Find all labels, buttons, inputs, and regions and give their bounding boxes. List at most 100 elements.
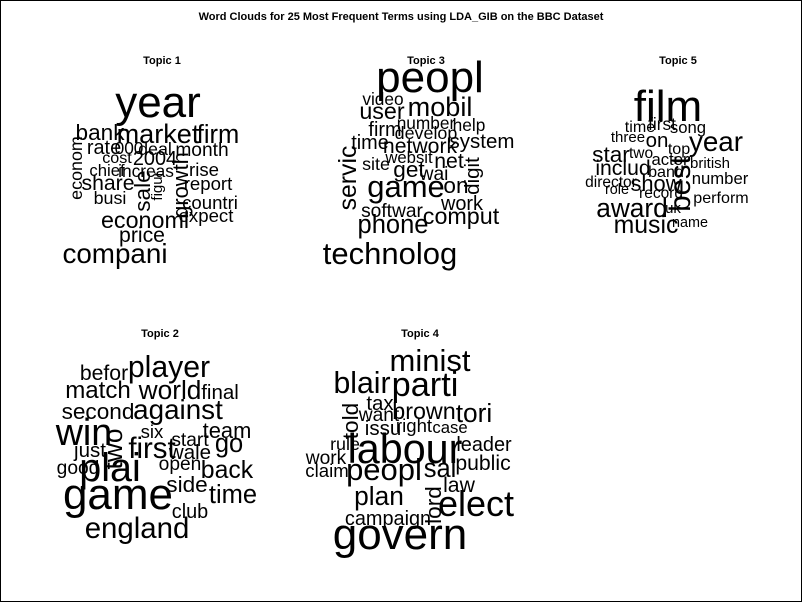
word-win: win xyxy=(55,411,113,453)
word-three: three xyxy=(611,129,645,146)
word-mobil: mobil xyxy=(408,91,473,122)
word-wai: wai xyxy=(419,164,449,185)
word-tax: tax xyxy=(366,392,394,415)
word-world: world xyxy=(138,375,202,405)
word-price: price xyxy=(119,224,165,247)
word-wale: wale xyxy=(168,441,211,464)
word-cost: cost xyxy=(102,149,132,167)
chart-title: Word Clouds for 25 Most Frequent Terms u… xyxy=(198,11,604,23)
topic-title: Topic 4 xyxy=(401,328,440,340)
word-match: match xyxy=(65,377,131,404)
word-000: 000 xyxy=(115,138,144,158)
word-rule: rule xyxy=(330,434,360,454)
word-lord: lord xyxy=(421,486,446,524)
word-phone: phone xyxy=(358,211,429,239)
word-against: against xyxy=(133,394,223,425)
word-best: best xyxy=(664,156,697,212)
word-firm: firm xyxy=(197,121,239,149)
word-go: go xyxy=(215,430,243,458)
word-sale: sale xyxy=(130,170,155,211)
word-econom: econom xyxy=(66,136,86,200)
word-plai: plai xyxy=(79,446,141,490)
word-expect: expect xyxy=(179,205,235,226)
word-deal: deal xyxy=(138,139,172,159)
word-develop: develop xyxy=(395,123,458,143)
word-market: market xyxy=(117,118,200,149)
word-peopl: peopl xyxy=(346,452,422,487)
topic-title: Topic 5 xyxy=(659,55,697,67)
word-first: first xyxy=(128,432,175,465)
word-campaign: campaign xyxy=(345,508,431,530)
word-govern: govern xyxy=(333,510,468,559)
word-leader: leader xyxy=(456,434,512,456)
word-peopl: peopl xyxy=(376,53,484,102)
word-actor: actor xyxy=(651,150,689,169)
word-law: law xyxy=(443,474,475,497)
word-second: second xyxy=(62,399,135,424)
word-name: name xyxy=(672,215,708,231)
word-growth: growth xyxy=(168,152,193,218)
word-bank: bank xyxy=(76,120,126,145)
word-year: year xyxy=(115,78,201,127)
word-share: share xyxy=(82,172,135,195)
word-just: just xyxy=(73,439,106,462)
word-month: month xyxy=(175,140,228,161)
word-chief: chief xyxy=(89,161,125,180)
topic-title: Topic 1 xyxy=(143,55,181,67)
word-on: on xyxy=(443,173,468,198)
word-plan: plan xyxy=(354,481,404,511)
word-club: club xyxy=(172,501,209,523)
word-on: on xyxy=(646,129,669,152)
word-rate: rate xyxy=(87,137,121,159)
word-two: two xyxy=(629,145,653,162)
word-rise: rise xyxy=(189,159,219,180)
word-public: public xyxy=(455,452,511,475)
word-2004: 2004 xyxy=(133,148,177,170)
word-year: year xyxy=(689,126,743,157)
word-befor: befor xyxy=(80,362,128,385)
word-websit: websit xyxy=(384,148,433,167)
word-work: work xyxy=(440,193,483,215)
word-help: help xyxy=(453,115,486,135)
word-time: time xyxy=(351,132,389,154)
word-work: work xyxy=(305,448,347,469)
word-tori: tori xyxy=(456,398,493,428)
word-star: star xyxy=(592,142,630,167)
word-music: music xyxy=(614,212,679,239)
word-get: get xyxy=(393,157,425,182)
word-role: role xyxy=(605,182,629,198)
word-issu: issu xyxy=(365,417,401,440)
word-claim: claim xyxy=(305,460,348,481)
word-first: first xyxy=(648,114,676,134)
word-show: show xyxy=(630,171,681,196)
word-told: told xyxy=(338,403,363,439)
word-sai: sai xyxy=(424,455,457,483)
word-servic: servic xyxy=(335,146,362,211)
word-start: start xyxy=(171,430,209,451)
word-want: want xyxy=(358,405,400,426)
word-number: number xyxy=(397,113,456,133)
word-game: game xyxy=(63,470,173,519)
word-team: team xyxy=(203,418,252,443)
topic-title: Topic 3 xyxy=(407,55,445,67)
word-perform: perform xyxy=(693,189,748,207)
word-softwar: softwar xyxy=(361,201,423,222)
word-comput: comput xyxy=(423,203,500,229)
word-labour: labour xyxy=(348,426,463,472)
word-minist: minist xyxy=(390,343,471,378)
word-network: network xyxy=(383,135,458,158)
word-technolog: technolog xyxy=(323,236,457,271)
word-back: back xyxy=(201,457,254,484)
word-site: site xyxy=(362,154,390,174)
word-increas: increas xyxy=(118,161,174,181)
topic-panel-1: Topic 1yearcompanimarketfirmeconomibanks… xyxy=(62,55,239,269)
word-brown: brown xyxy=(392,398,455,424)
word-song: song xyxy=(670,118,706,137)
word-elect: elect xyxy=(438,483,514,524)
word-time: time xyxy=(209,481,257,509)
word-good: good xyxy=(57,458,100,479)
word-record: record xyxy=(639,185,683,202)
word-video: video xyxy=(362,89,403,109)
word-time: time xyxy=(625,118,655,136)
